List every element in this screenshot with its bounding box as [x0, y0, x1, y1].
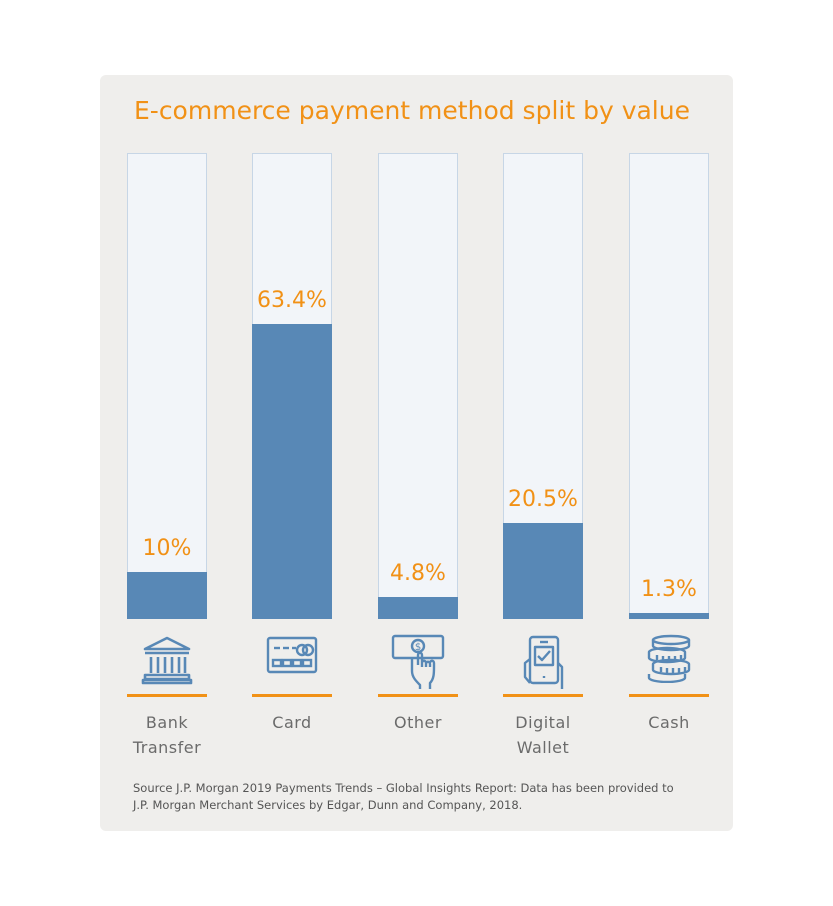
category-underline	[127, 694, 207, 697]
bar	[252, 324, 332, 619]
bar	[127, 572, 207, 619]
mobile-wallet-icon	[503, 633, 583, 691]
svg-text:$: $	[415, 642, 421, 653]
category-label: Cash	[648, 713, 690, 732]
coins-icon	[629, 633, 709, 691]
category-label: Digital Wallet	[515, 713, 571, 757]
category-underline	[629, 694, 709, 697]
bar	[503, 523, 583, 619]
data-label: 1.3%	[641, 577, 697, 602]
cash-payment-icon: $	[378, 633, 458, 691]
category-label: Card	[272, 713, 312, 732]
credit-card-icon	[252, 633, 332, 691]
source-note: Source J.P. Morgan 2019 Payments Trends …	[133, 781, 674, 812]
chart-title: E-commerce payment method split by value	[134, 96, 690, 125]
category-label: Other	[394, 713, 442, 732]
data-label: 63.4%	[257, 288, 327, 313]
bar	[629, 613, 709, 619]
bar-track	[629, 153, 709, 619]
bar	[378, 597, 458, 619]
category-label: Bank Transfer	[132, 713, 202, 757]
data-label: 10%	[142, 536, 192, 561]
bank-icon	[127, 633, 207, 691]
bar-track	[378, 153, 458, 619]
category-underline	[378, 694, 458, 697]
category-underline	[252, 694, 332, 697]
category-underline	[503, 694, 583, 697]
data-label: 4.8%	[390, 561, 446, 586]
data-label: 20.5%	[508, 487, 578, 512]
bar-track	[127, 153, 207, 619]
